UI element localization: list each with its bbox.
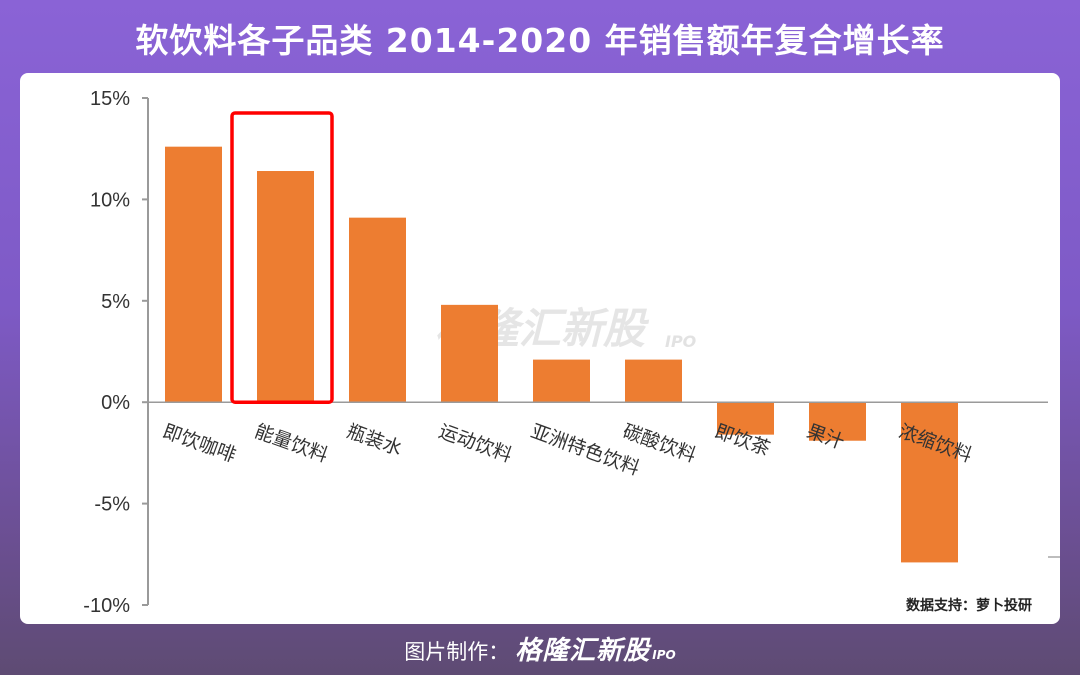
y-tick-label: 15% bbox=[90, 88, 130, 110]
bar-6 bbox=[625, 359, 682, 403]
highlight-box bbox=[230, 111, 334, 404]
watermark-sub: IPO bbox=[665, 332, 697, 351]
y-tick-label: -5% bbox=[94, 494, 130, 516]
y-tick-label: 0% bbox=[101, 392, 130, 414]
y-tick-label: 5% bbox=[101, 291, 130, 313]
x-tick-label: 能量饮料 bbox=[252, 420, 331, 467]
footer: 图片制作： 格隆汇新股 IPO bbox=[0, 636, 1080, 670]
bar-4 bbox=[441, 304, 498, 403]
footer-brand-sub: IPO bbox=[652, 648, 676, 662]
bar-2 bbox=[257, 171, 314, 403]
bar-1 bbox=[165, 146, 222, 403]
x-tick-label: 即饮咖啡 bbox=[160, 420, 239, 467]
x-tick-label: 瓶装水 bbox=[344, 420, 405, 460]
footer-brand-logo: 格隆汇新股 bbox=[515, 636, 651, 666]
source-note: 数据支持：萝卜投研 bbox=[906, 597, 1032, 614]
bar-5 bbox=[533, 359, 590, 403]
page-title: 软饮料各子品类 2014-2020 年销售额年复合增长率 bbox=[135, 21, 945, 60]
bar-9 bbox=[901, 402, 958, 563]
bar-7 bbox=[717, 402, 774, 435]
footer-prefix: 图片制作： bbox=[404, 640, 510, 664]
y-tick-label: -10% bbox=[83, 595, 130, 617]
bar-8 bbox=[809, 402, 866, 441]
x-tick-label: 运动饮料 bbox=[436, 420, 515, 467]
y-tick-label: 10% bbox=[90, 189, 130, 211]
bar-3 bbox=[349, 217, 406, 403]
chart-card: 格隆汇新股 IPO 15% 10% 5% 0% -5% -10% 即饮咖啡 能量饮料 瓶装水 运动饮料… bbox=[20, 73, 1060, 624]
